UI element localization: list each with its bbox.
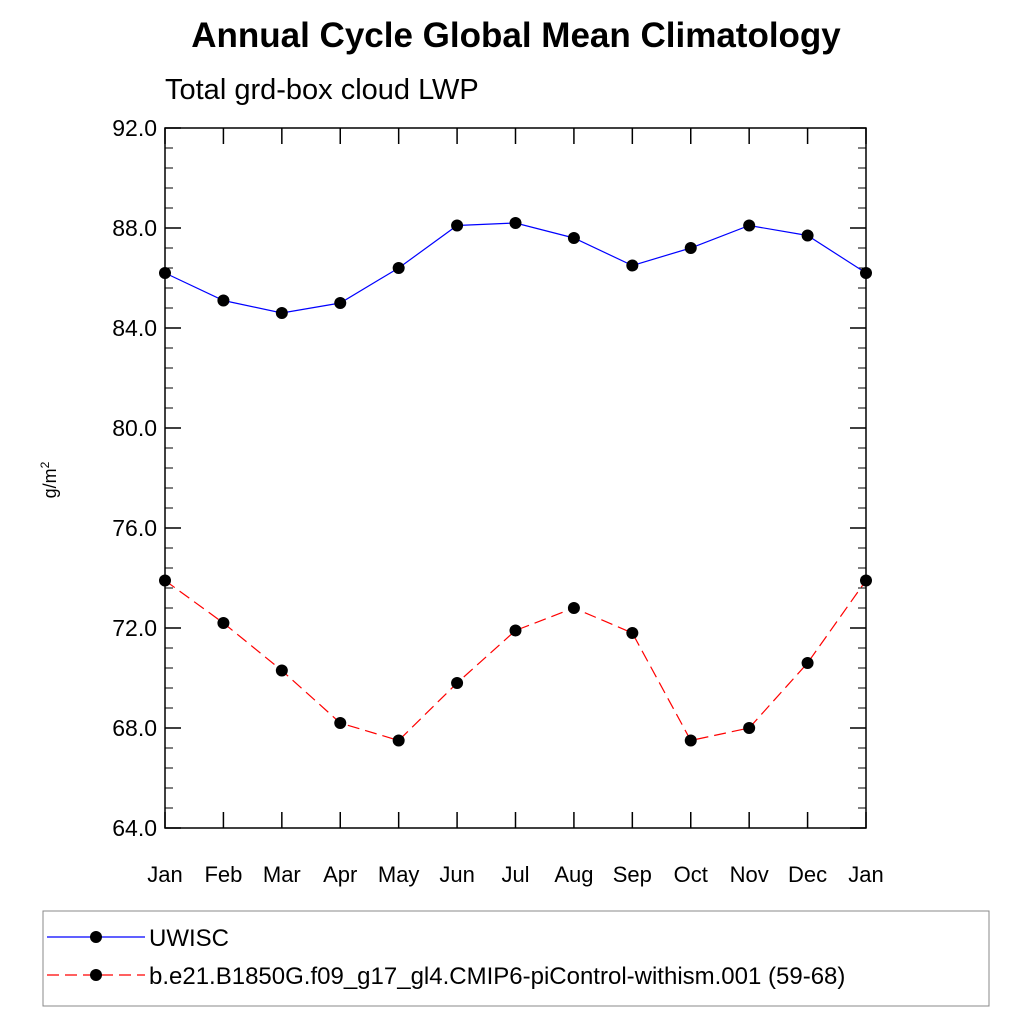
y-tick-label: 80.0 — [112, 415, 157, 441]
data-point — [801, 657, 814, 669]
data-point — [743, 722, 756, 734]
data-point — [684, 734, 697, 747]
x-tick-label: Feb — [204, 862, 242, 887]
series-line — [164, 580, 867, 742]
data-point — [626, 259, 639, 272]
series-0 — [159, 217, 872, 319]
y-tick-label: 92.0 — [112, 115, 157, 141]
x-tick-label: Oct — [674, 862, 708, 887]
series-1 — [159, 574, 872, 747]
data-point — [509, 217, 522, 229]
y-tick-label: 84.0 — [112, 315, 157, 341]
legend-marker — [90, 969, 102, 981]
legend-item-0: UWISC — [47, 925, 229, 952]
data-point — [743, 219, 756, 232]
axes: 64.0 68.0 72.0 76.0 80.0 84.0 88.0 92.0 Jan Feb Ma… — [112, 115, 884, 887]
series-line — [164, 222, 867, 314]
data-point — [334, 297, 347, 309]
data-point — [451, 677, 464, 689]
data-point — [392, 734, 405, 747]
y-tick-label: 72.0 — [112, 615, 157, 641]
y-axis-label-superscript: 2 — [38, 461, 52, 468]
data-point — [860, 574, 872, 587]
x-tick-label: Dec — [788, 862, 827, 887]
data-point — [217, 617, 230, 629]
data-point — [451, 219, 464, 232]
x-tick-label: Nov — [730, 862, 769, 887]
y-axis-label: g/m2 — [38, 461, 60, 498]
data-point — [801, 229, 814, 242]
x-tick-label: May — [378, 862, 420, 887]
legend-box — [42, 910, 990, 1007]
data-point — [567, 602, 580, 614]
plot-frame — [164, 127, 867, 829]
x-tick-label: Mar — [263, 862, 301, 887]
data-point — [275, 307, 288, 319]
y-tick-label: 76.0 — [112, 515, 157, 541]
data-point — [509, 624, 522, 637]
x-tick-label: Jan — [848, 862, 883, 887]
data-point — [275, 664, 288, 677]
data-point — [567, 232, 580, 244]
data-point — [334, 717, 347, 729]
data-point — [860, 267, 872, 279]
y-tick-label: 68.0 — [112, 715, 157, 741]
legend-item-1: b.e21.B1850G.f09_g17_gl4.CMIP6-piControl… — [47, 963, 845, 990]
x-tick-label: Apr — [323, 862, 357, 887]
x-tick-label: Jun — [439, 862, 474, 887]
y-tick-label: 88.0 — [112, 215, 157, 241]
data-point — [392, 262, 405, 274]
legend-marker — [90, 931, 102, 943]
y-tick-label: 64.0 — [112, 815, 157, 841]
x-tick-label: Aug — [554, 862, 593, 887]
x-tick-label: Jul — [501, 862, 529, 887]
chart-title: Annual Cycle Global Mean Climatology — [191, 16, 841, 55]
x-tick-label: Jan — [147, 862, 182, 887]
data-point — [626, 627, 639, 639]
legend-label: UWISC — [149, 925, 229, 952]
data-point — [159, 574, 171, 587]
series-layer — [159, 217, 872, 747]
data-point — [684, 242, 697, 254]
legend: UWISC b.e21.B1850G.f09_g17_gl4.CMIP6-piCo… — [42, 910, 990, 1007]
data-point — [159, 267, 171, 279]
data-point — [217, 294, 230, 307]
x-tick-label: Sep — [613, 862, 652, 887]
legend-label: b.e21.B1850G.f09_g17_gl4.CMIP6-piControl… — [149, 963, 845, 990]
chart-subtitle: Total grd-box cloud LWP — [165, 74, 479, 106]
